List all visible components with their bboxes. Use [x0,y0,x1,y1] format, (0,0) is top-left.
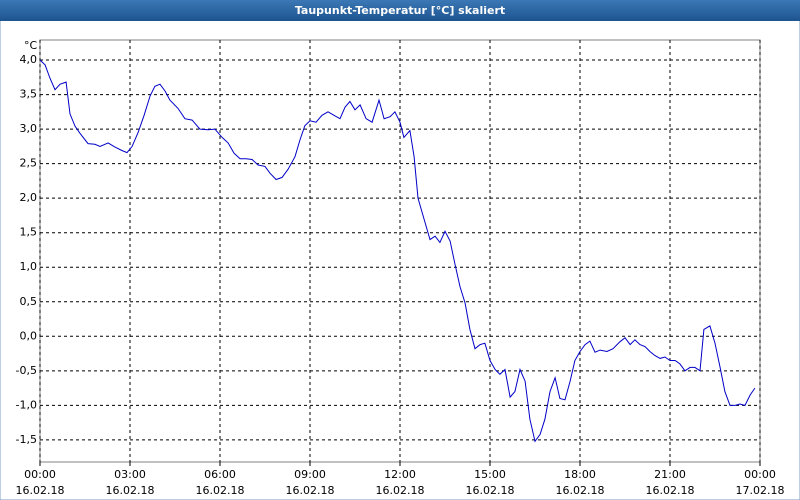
data-line [39,59,756,443]
x-tick-label: 00:00 [744,468,776,481]
x-tick-date: 16.02.18 [646,484,695,497]
title-bar [0,0,800,21]
x-tick-label: 09:00 [294,468,326,481]
x-tick-label: 15:00 [474,468,506,481]
x-tick-date: 16.02.18 [286,484,335,497]
x-tick-label: 00:00 [24,468,56,481]
x-tick-date: 16.02.18 [376,484,425,497]
chart-title: Taupunkt-Temperatur [°C] skaliert [295,4,505,17]
x-tick-date: 16.02.18 [196,484,245,497]
y-tick-label: 4,0 [20,53,38,66]
x-tick-label: 18:00 [564,468,596,481]
x-tick-label: 06:00 [204,468,236,481]
y-tick-label: 2,5 [20,157,38,170]
y-tick-label: 3,5 [20,88,38,101]
y-tick-label: -0,5 [16,364,37,377]
x-tick-date: 16.02.18 [16,484,65,497]
y-tick-label: 1,0 [20,260,38,273]
x-tick-label: 21:00 [654,468,686,481]
x-tick-label: 12:00 [384,468,416,481]
y-tick-label: 2,0 [20,191,38,204]
x-tick-date: 16.02.18 [556,484,605,497]
y-tick-label: 0,0 [20,329,38,342]
x-tick-date: 16.02.18 [106,484,155,497]
y-unit: °C [24,39,38,52]
y-tick-label: 1,5 [20,226,38,239]
y-tick-label: 0,5 [20,295,38,308]
x-tick-date: 17.02.18 [736,484,785,497]
y-tick-label: -1,0 [16,398,37,411]
y-tick-label: -1,5 [16,433,37,446]
x-tick-label: 03:00 [114,468,146,481]
x-tick-date: 16.02.18 [466,484,515,497]
y-tick-label: 3,0 [20,122,38,135]
